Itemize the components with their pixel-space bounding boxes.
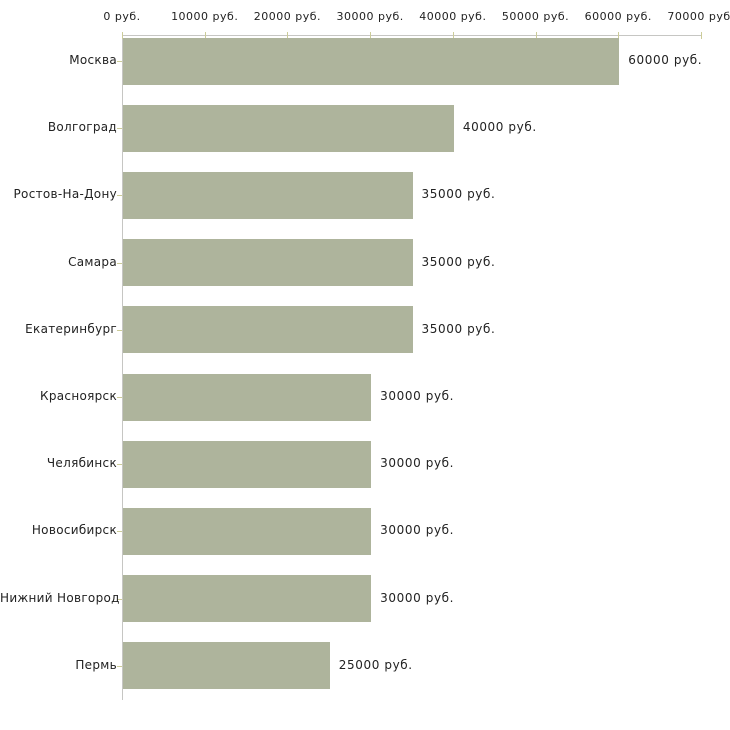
category-label: Новосибирск [31, 523, 117, 538]
x-axis-tick [452, 32, 454, 39]
value-label: 40000 руб. [462, 120, 537, 135]
value-label: 35000 руб. [421, 187, 496, 202]
bar-Челябинск [123, 440, 372, 488]
value-label: 35000 руб. [421, 321, 496, 336]
bar-Новосибирск [123, 507, 372, 555]
bar-Екатеринбург [123, 306, 413, 354]
x-axis-tick [287, 32, 289, 39]
x-axis-tick-label: 70000 руб. [667, 10, 730, 23]
bar-Москва [123, 37, 620, 85]
x-axis-tick [370, 32, 372, 39]
x-axis-tick-label: 50000 руб. [501, 10, 570, 23]
category-label: Ростов-На-Дону [13, 187, 117, 202]
category-label: Екатеринбург [25, 321, 117, 336]
bar-Самара [123, 239, 413, 287]
y-axis-tick [117, 195, 122, 197]
category-label: Самара [68, 254, 117, 269]
x-axis-tick [204, 32, 206, 39]
x-axis-tick [122, 32, 123, 39]
x-axis-tick [618, 32, 620, 39]
value-label: 30000 руб. [380, 456, 455, 471]
y-axis-tick [117, 531, 122, 533]
y-axis-tick [117, 262, 122, 264]
value-label: 25000 руб. [338, 657, 413, 672]
y-axis-tick [117, 665, 122, 667]
category-label: Красноярск [40, 389, 117, 403]
category-label: Москва [69, 53, 117, 67]
x-axis-tick-label: 0 руб. [103, 10, 141, 23]
value-label: 30000 руб. [380, 523, 455, 538]
x-axis-tick [535, 32, 537, 39]
value-label: 30000 руб. [380, 590, 455, 605]
category-label: Волгоград [47, 120, 117, 135]
category-label: Пермь [75, 657, 117, 672]
bar-Красноярск [123, 373, 372, 421]
value-label: 30000 руб. [380, 389, 455, 403]
x-axis-tick-label: 60000 руб. [584, 10, 652, 23]
y-axis-tick [117, 397, 122, 398]
bar-Волгоград [123, 104, 454, 152]
y-axis-tick [117, 128, 122, 130]
y-axis-tick [117, 329, 122, 331]
y-axis-tick [117, 61, 122, 62]
x-axis-tick-label: 30000 руб. [336, 10, 404, 23]
category-label: Нижний Новгород [0, 590, 120, 605]
y-axis-line [122, 35, 123, 700]
value-label: 60000 руб. [628, 53, 703, 67]
y-axis-tick [117, 598, 122, 600]
bar-Нижний Новгород [123, 575, 372, 623]
value-label: 35000 руб. [421, 254, 496, 269]
bar-Пермь [123, 642, 330, 690]
x-axis-tick-label: 10000 руб. [171, 10, 239, 23]
x-axis-tick [701, 32, 702, 39]
bar-Ростов-На-Дону [123, 171, 413, 219]
x-axis-line [122, 35, 702, 36]
y-axis-tick [117, 464, 122, 466]
x-axis-tick-label: 40000 руб. [419, 10, 487, 23]
x-axis-tick-label: 20000 руб. [253, 10, 322, 23]
category-label: Челябинск [46, 456, 117, 471]
